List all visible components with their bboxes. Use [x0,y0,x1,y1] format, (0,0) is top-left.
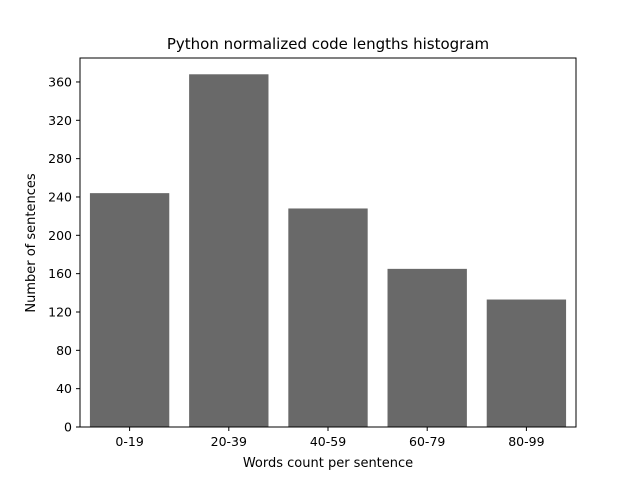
bar-20-39 [189,74,269,427]
y-tick-label: 160 [48,266,72,281]
bars [89,74,567,427]
y-tick-label: 320 [48,113,72,128]
y-axis-ticks: 0 40 80 120 160 200 240 280 320 360 [48,74,80,435]
bar-40-59 [288,208,368,427]
x-tick-label: 80-99 [508,434,544,449]
bar-60-79 [387,268,467,427]
bar-80-99 [486,299,567,427]
x-axis-label: Words count per sentence [243,456,413,471]
x-axis-ticks: 0-19 20-39 40-59 60-79 80-99 [115,427,545,449]
y-tick-label: 0 [64,420,72,435]
x-tick-label: 0-19 [115,434,143,449]
y-tick-label: 80 [56,343,72,358]
y-tick-label: 280 [48,151,72,166]
x-tick-label: 20-39 [211,434,247,449]
x-tick-label: 40-59 [310,434,346,449]
y-tick-label: 200 [48,228,72,243]
y-tick-label: 360 [48,74,72,89]
chart-title: Python normalized code lengths histogram [167,35,489,53]
y-axis-label: Number of sentences [24,173,39,313]
y-tick-label: 120 [48,304,72,319]
y-tick-label: 40 [56,381,72,396]
x-tick-label: 60-79 [409,434,445,449]
y-tick-label: 240 [48,189,72,204]
plot-frame [79,57,577,428]
bar-0-19 [89,193,170,427]
